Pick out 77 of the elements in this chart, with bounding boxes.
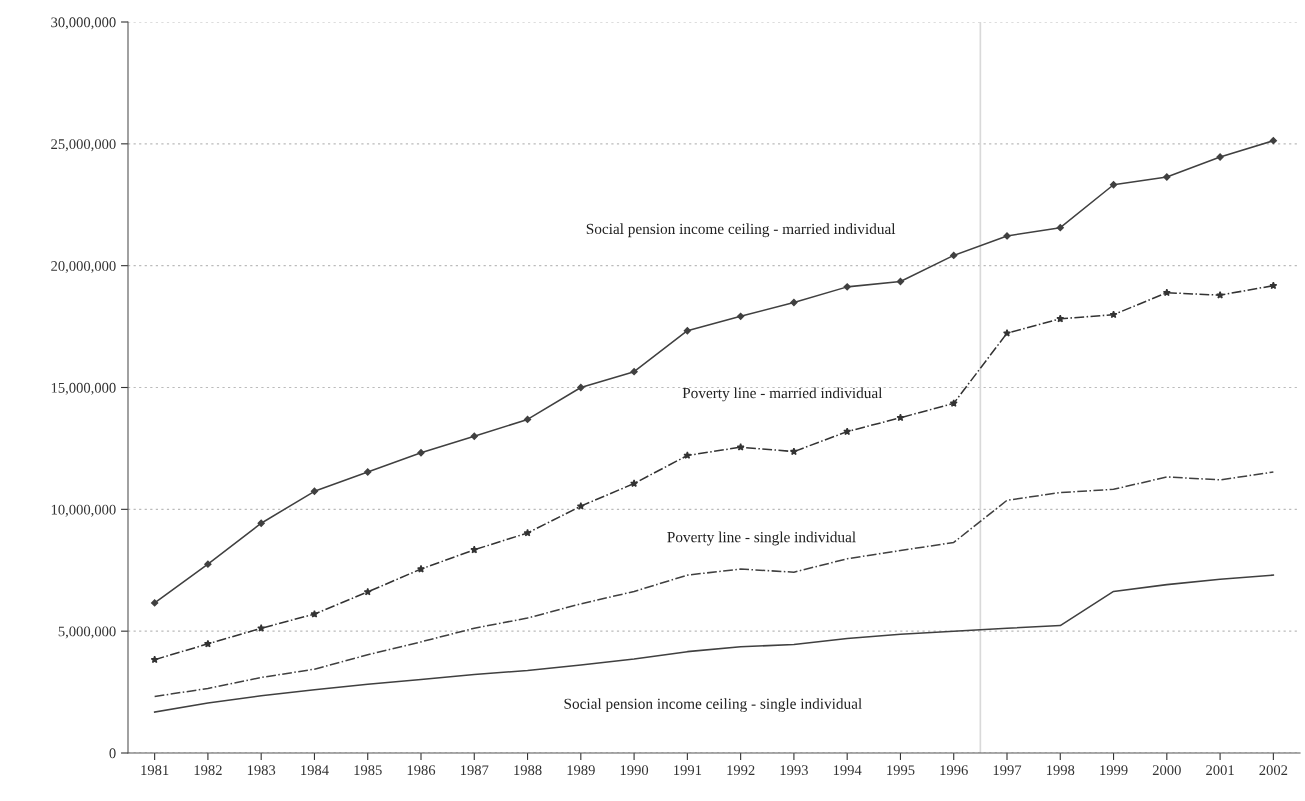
point bbox=[257, 519, 265, 527]
y-tick-label: 20,000,000 bbox=[51, 261, 116, 273]
point bbox=[789, 447, 798, 456]
point bbox=[736, 312, 745, 320]
point bbox=[203, 639, 212, 648]
y-tick-label: 0 bbox=[109, 748, 116, 759]
x-tick-label: 1987 bbox=[460, 765, 489, 776]
x-tick-label: 1990 bbox=[620, 765, 649, 776]
series-label: Poverty line - married individual bbox=[682, 387, 883, 402]
point bbox=[204, 560, 212, 568]
x-tick-label: 1986 bbox=[407, 765, 436, 776]
point bbox=[576, 501, 585, 510]
text: Social pension income ceiling - single individual bbox=[564, 698, 862, 713]
y-tick-label: 5,000,000 bbox=[58, 626, 116, 639]
point bbox=[417, 449, 425, 457]
point bbox=[523, 415, 532, 424]
point bbox=[790, 298, 798, 307]
point bbox=[523, 528, 532, 537]
x-tick-label: 1997 bbox=[993, 765, 1022, 776]
point bbox=[949, 399, 958, 407]
point bbox=[896, 413, 905, 422]
point bbox=[1269, 137, 1278, 145]
x-tick-label: 1995 bbox=[887, 765, 915, 776]
point bbox=[736, 443, 745, 451]
point bbox=[1163, 173, 1171, 181]
point bbox=[1216, 153, 1224, 161]
x-tick-label: 2002 bbox=[1259, 765, 1288, 776]
x-tick-label: 1992 bbox=[727, 765, 755, 776]
point bbox=[470, 432, 478, 440]
point bbox=[1269, 281, 1278, 290]
point bbox=[1162, 288, 1171, 297]
x-tick-label: 1984 bbox=[301, 765, 329, 776]
x-tick-label: 1989 bbox=[567, 765, 595, 776]
point bbox=[364, 468, 372, 476]
x-tick-label: 1981 bbox=[141, 765, 169, 776]
x-tick-label: 2000 bbox=[1152, 765, 1181, 776]
point bbox=[310, 609, 319, 618]
point bbox=[1056, 314, 1065, 323]
point bbox=[950, 251, 958, 260]
point bbox=[630, 368, 638, 376]
x-tick-label: 1994 bbox=[833, 765, 862, 776]
point bbox=[363, 587, 372, 596]
point bbox=[150, 599, 159, 607]
point bbox=[843, 283, 851, 291]
point bbox=[577, 383, 585, 392]
x-tick-label: 1988 bbox=[514, 765, 542, 776]
y-tick-label: 25,000,000 bbox=[51, 139, 116, 152]
y-tick-label: 15,000,000 bbox=[51, 382, 116, 395]
x-tick-label: 1993 bbox=[780, 765, 808, 776]
x-tick-label: 1982 bbox=[194, 765, 222, 776]
point bbox=[630, 479, 639, 488]
text: Social pension income ceiling - married individual bbox=[586, 223, 896, 238]
point bbox=[470, 545, 479, 554]
point bbox=[683, 327, 692, 335]
x-tick-label: 1983 bbox=[247, 765, 276, 776]
point bbox=[1056, 224, 1064, 232]
point bbox=[150, 655, 159, 664]
point bbox=[1003, 328, 1011, 337]
point bbox=[1216, 290, 1225, 299]
line-series bbox=[153, 471, 1275, 698]
point bbox=[310, 487, 319, 495]
x-tick-label: 1998 bbox=[1046, 765, 1075, 776]
y-tick-label: 10,000,000 bbox=[51, 504, 116, 517]
line-series bbox=[153, 574, 1275, 713]
x-tick-label: 1996 bbox=[940, 765, 968, 776]
series-label: Poverty line - single individual bbox=[667, 531, 856, 546]
x-tick-label: 1991 bbox=[674, 765, 702, 776]
point bbox=[257, 624, 266, 632]
x-tick-label: 2001 bbox=[1206, 765, 1234, 776]
point bbox=[1109, 181, 1118, 189]
x-tick-label: 1999 bbox=[1100, 765, 1128, 776]
point bbox=[1109, 310, 1118, 319]
point bbox=[843, 427, 852, 436]
point bbox=[417, 564, 425, 573]
point bbox=[683, 451, 692, 459]
x-tick-label: 1985 bbox=[354, 765, 382, 776]
y-tick-label: 30,000,000 bbox=[51, 17, 116, 30]
